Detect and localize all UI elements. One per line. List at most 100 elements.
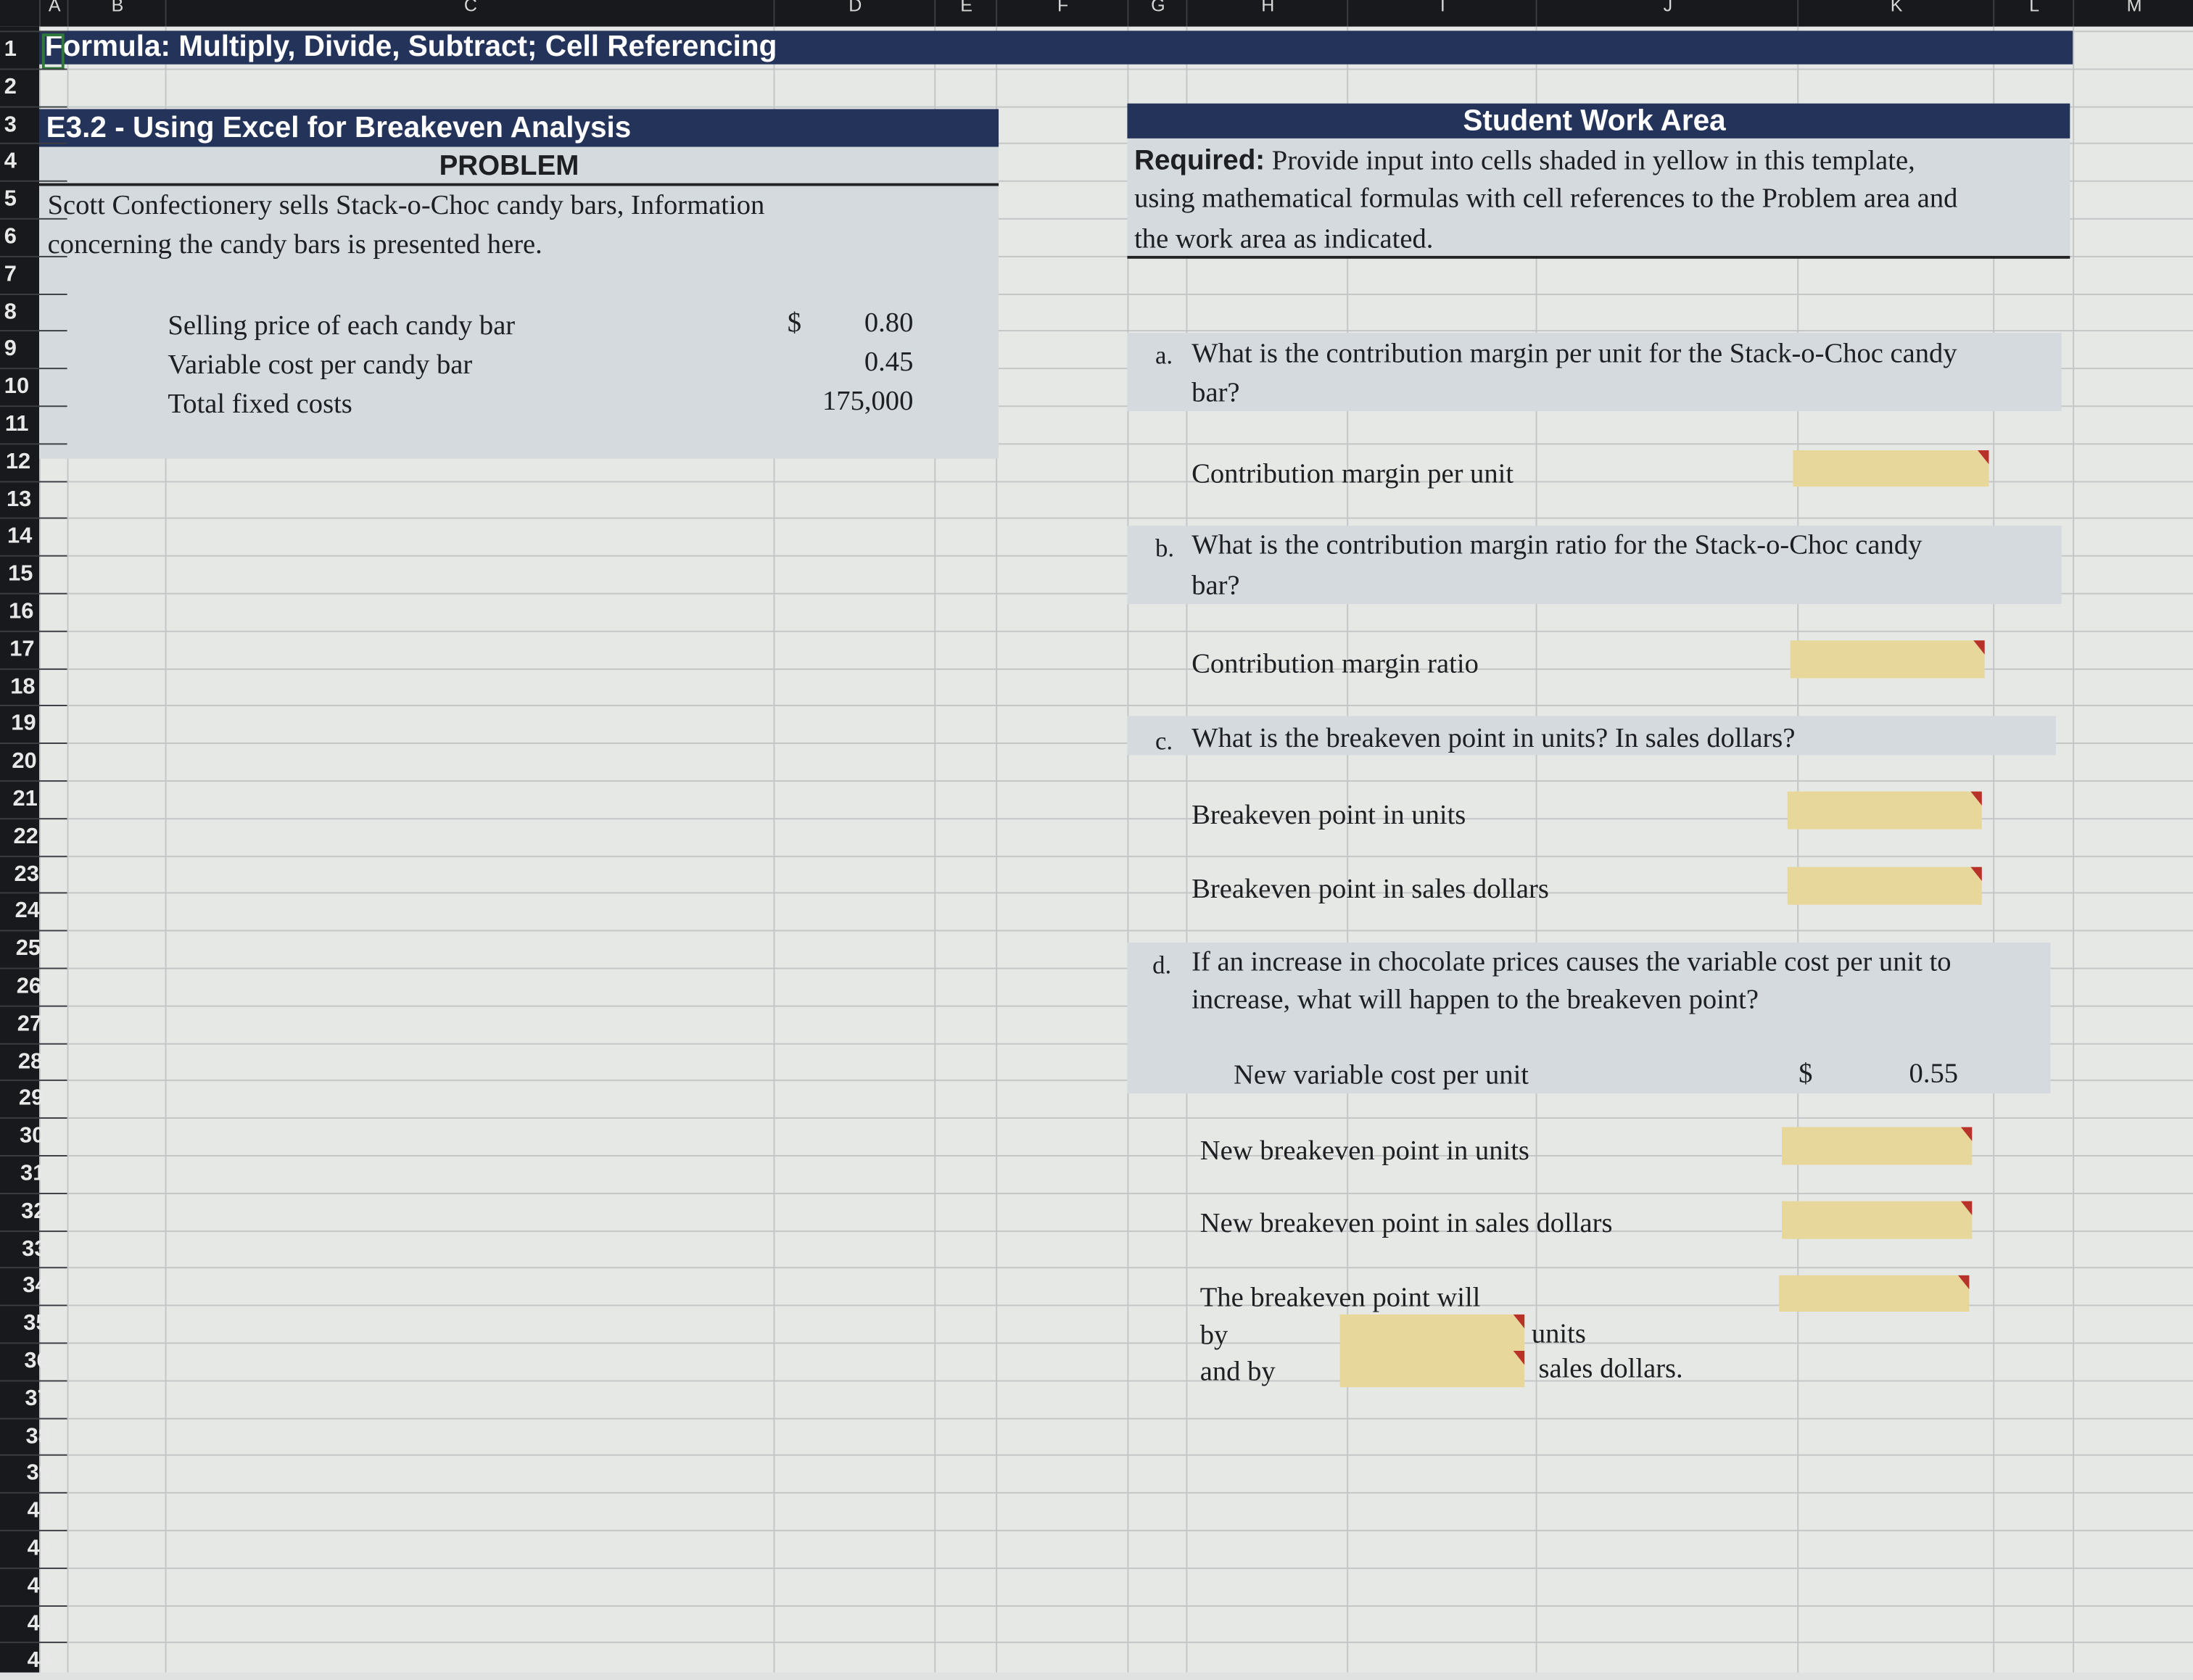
problem-subheading: PROBLEM — [439, 151, 579, 182]
row-header[interactable]: 10 — [0, 368, 67, 406]
gridline — [39, 368, 2193, 370]
row-header[interactable]: 28 — [0, 1042, 67, 1080]
row-header[interactable]: 25 — [0, 930, 67, 968]
item-value[interactable]: 175,000 — [822, 386, 914, 417]
be-dollars-input[interactable] — [1787, 866, 1982, 905]
units-change-input[interactable] — [1339, 1314, 1525, 1352]
gridline — [39, 143, 2193, 145]
question-d: If an increase in chocolate prices cause… — [1192, 946, 1952, 978]
row-header[interactable]: 35 — [0, 1304, 67, 1343]
row-header[interactable]: 18 — [0, 668, 67, 705]
question-c: What is the breakeven point in units? In… — [1192, 723, 1796, 754]
gridline — [39, 817, 2193, 819]
item-value[interactable]: 0.80 — [864, 307, 914, 339]
be-units-input[interactable] — [1787, 791, 1982, 829]
row-header[interactable]: 34 — [0, 1267, 67, 1305]
column-header[interactable]: E — [934, 0, 997, 27]
item-label: Selling price of each candy bar — [168, 310, 516, 342]
row-header[interactable]: 27 — [0, 1005, 67, 1043]
new-vc-value[interactable]: 0.55 — [1909, 1058, 1959, 1090]
row-header[interactable]: 3 — [0, 105, 67, 144]
row-header[interactable]: 4 — [0, 143, 67, 181]
column-header[interactable]: B — [67, 0, 167, 27]
sheet-title[interactable]: Formula: Multiply, Divide, Subtract; Cel… — [44, 30, 777, 63]
row-header[interactable]: 2 — [0, 68, 67, 106]
row-header[interactable]: 42 — [0, 1567, 67, 1605]
column-header[interactable]: D — [773, 0, 936, 27]
row-header[interactable]: 14 — [0, 518, 67, 555]
cm-unit-input[interactable] — [1793, 450, 1989, 487]
question-letter: c. — [1155, 727, 1173, 756]
gridline — [39, 26, 41, 1673]
gridline — [39, 1080, 2193, 1082]
row-header[interactable]: 8 — [0, 293, 67, 331]
new-be-dollars-input[interactable] — [1782, 1201, 1973, 1239]
row-header[interactable]: 7 — [0, 255, 67, 294]
row-header[interactable]: 23 — [0, 855, 67, 893]
row-header[interactable]: 40 — [0, 1492, 67, 1530]
dollars-change-input[interactable] — [1339, 1351, 1525, 1388]
column-header[interactable]: H — [1186, 0, 1348, 27]
column-header[interactable]: K — [1797, 0, 1994, 27]
column-header[interactable]: I — [1347, 0, 1537, 27]
row-header[interactable]: 22 — [0, 817, 67, 856]
row-header[interactable]: 43 — [0, 1605, 67, 1642]
column-header[interactable]: C — [165, 0, 775, 27]
row-header[interactable]: 15 — [0, 555, 67, 593]
cm-ratio-input[interactable] — [1790, 640, 1985, 679]
will-direction-input[interactable] — [1779, 1275, 1970, 1312]
row-header[interactable]: 1 — [0, 30, 67, 68]
row-header[interactable]: 13 — [0, 480, 67, 518]
row-header[interactable]: 33 — [0, 1230, 67, 1267]
sheet-title-band: Formula: Multiply, Divide, Subtract; Cel… — [39, 30, 2073, 65]
row-header[interactable]: 19 — [0, 705, 67, 743]
question-letter: d. — [1152, 951, 1172, 980]
row-header[interactable]: 32 — [0, 1192, 67, 1230]
problem-description: concerning the candy bars is presented h… — [47, 229, 542, 260]
row-header[interactable]: 21 — [0, 780, 67, 818]
row-header[interactable]: 5 — [0, 181, 67, 218]
row-header[interactable]: 26 — [0, 967, 67, 1006]
column-header[interactable]: J — [1535, 0, 1799, 27]
row-header[interactable]: 41 — [0, 1529, 67, 1568]
question-a: bar? — [1192, 377, 1240, 409]
row-header[interactable]: 37 — [0, 1380, 67, 1418]
row-header[interactable]: 9 — [0, 330, 67, 368]
required-text: using mathematical formulas with cell re… — [1134, 183, 1958, 215]
row-header[interactable]: 6 — [0, 218, 67, 256]
column-header[interactable]: L — [1993, 0, 2074, 27]
gridline — [39, 442, 2193, 444]
row-header[interactable]: 11 — [0, 405, 67, 443]
row-header[interactable]: 12 — [0, 442, 67, 481]
row-header[interactable]: 39 — [0, 1455, 67, 1492]
gridline — [39, 1455, 2193, 1457]
gridline — [39, 1117, 2193, 1120]
problem-heading: E3.2 - Using Excel for Breakeven Analysi… — [46, 112, 632, 144]
cm-ratio-label: Contribution margin ratio — [1192, 648, 1479, 680]
column-header[interactable]: G — [1127, 0, 1187, 27]
row-header[interactable]: 38 — [0, 1417, 67, 1455]
row-header[interactable]: 30 — [0, 1117, 67, 1155]
row-header[interactable]: 24 — [0, 893, 67, 930]
gridline — [39, 181, 2193, 183]
gridline — [1186, 26, 1188, 1673]
will-label: The breakeven point will — [1199, 1282, 1481, 1313]
new-be-units-input[interactable] — [1782, 1127, 1973, 1165]
row-header[interactable]: 20 — [0, 742, 67, 780]
row-header[interactable]: 29 — [0, 1080, 67, 1118]
item-value[interactable]: 0.45 — [864, 347, 914, 378]
row-header[interactable]: 44 — [0, 1642, 67, 1680]
column-header[interactable]: M — [2073, 0, 2193, 27]
question-d: increase, what will happen to the breake… — [1192, 984, 1759, 1016]
gridline — [39, 1342, 2193, 1344]
column-header[interactable]: F — [996, 0, 1128, 27]
gridline — [39, 1417, 2193, 1419]
row-header[interactable]: 31 — [0, 1155, 67, 1193]
row-header[interactable]: 36 — [0, 1342, 67, 1380]
row-header[interactable]: 16 — [0, 592, 67, 631]
column-header[interactable]: A — [39, 0, 69, 27]
row-header[interactable]: 17 — [0, 630, 67, 668]
gridline — [39, 68, 2193, 70]
question-a: What is the contribution margin per unit… — [1192, 338, 1957, 370]
